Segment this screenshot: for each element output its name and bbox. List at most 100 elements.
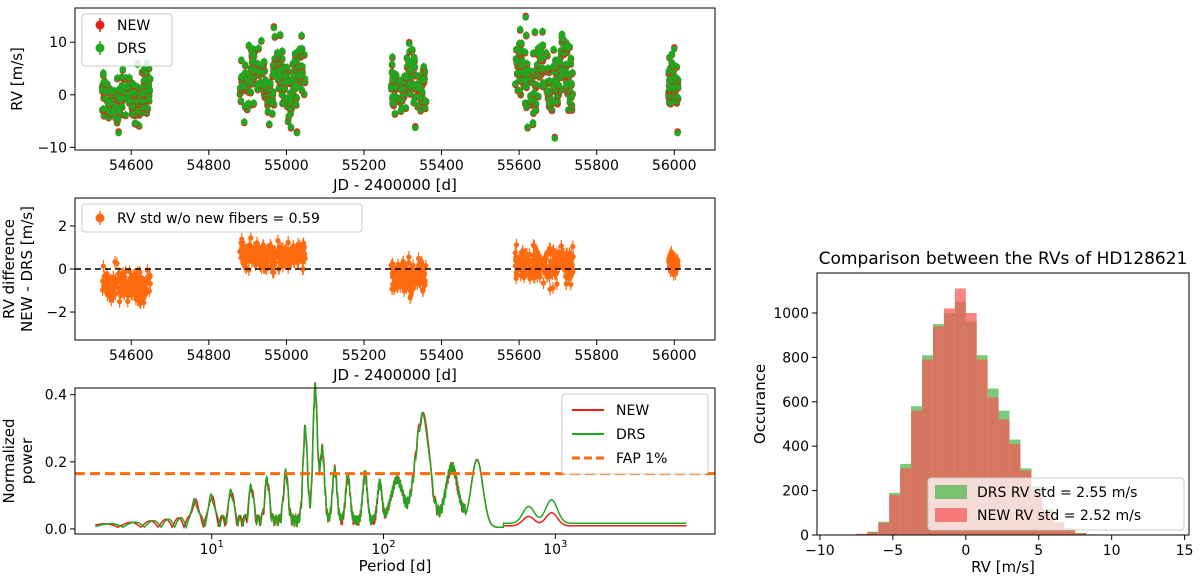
- rv-difference-point: [299, 255, 305, 261]
- drs-rv-point: [667, 99, 674, 107]
- y-tick-label: 0.2: [45, 455, 67, 471]
- drs-rv-point: [115, 129, 122, 137]
- new-histogram-bar: [867, 532, 879, 535]
- drs-rv-point: [513, 58, 520, 66]
- drs-rv-point: [258, 61, 265, 69]
- rv-difference-point: [533, 252, 539, 258]
- y-tick-label: 200: [782, 484, 809, 500]
- new-histogram-bar: [911, 410, 922, 535]
- drs-rv-point: [106, 100, 114, 107]
- x-tick-label: 56000: [652, 158, 697, 174]
- new-histogram-bar: [965, 313, 977, 535]
- rv-difference-point: [125, 298, 131, 304]
- rv-difference-point: [120, 281, 126, 288]
- y-tick-label: 2: [58, 219, 67, 235]
- drs-rv-point: [539, 82, 547, 89]
- rv-difference-point: [540, 280, 547, 286]
- rv-difference-point: [404, 275, 410, 281]
- drs-rv-point: [524, 123, 531, 131]
- rv-difference-point: [406, 254, 412, 260]
- x-tick-label: 0: [961, 543, 970, 559]
- drs-rv-point: [527, 97, 534, 104]
- drs-rv-point: [293, 101, 300, 108]
- drs-rv-point: [544, 64, 551, 72]
- rv-difference-point: [403, 285, 410, 291]
- drs-rv-point: [669, 77, 676, 84]
- drs-rv-point: [293, 129, 301, 137]
- drs-rv-point: [514, 86, 522, 94]
- rv-difference-point: [134, 281, 140, 287]
- drs-rv-point: [529, 120, 537, 128]
- drs-rv-point: [146, 75, 154, 82]
- drs-rv-point: [530, 89, 538, 97]
- rv-difference-point: [145, 274, 151, 280]
- rv-time-series-y-label: RV [m/s]: [8, 47, 26, 111]
- drs-rv-point: [418, 88, 426, 95]
- periodogram-drs-line: [95, 382, 687, 530]
- drs-rv-point: [241, 102, 249, 110]
- drs-rv-point: [416, 94, 424, 101]
- rv-difference-point: [110, 279, 116, 285]
- drs-rv-point: [258, 37, 265, 44]
- drs-rv-point: [119, 66, 127, 73]
- x-tick-exponent: 2: [389, 539, 395, 550]
- rv-difference-point: [520, 263, 526, 269]
- x-tick-label: 5: [1034, 543, 1043, 559]
- drs-rv-point: [107, 88, 115, 95]
- rv-difference-x-ticks: 54600 54800 55000 55200 55400 55600 55800 56000: [109, 340, 697, 364]
- periodogram-x-label: Period [d]: [359, 557, 432, 575]
- rv-difference-point: [532, 274, 538, 280]
- rv-difference-point: [550, 285, 556, 291]
- rv-difference-point: [248, 247, 255, 253]
- rv-difference-point: [101, 276, 107, 282]
- drs-rv-point: [237, 74, 245, 81]
- legend-drs-label: DRS: [117, 41, 147, 57]
- rv-difference-point: [420, 288, 426, 294]
- rv-difference-point: [513, 242, 520, 248]
- drs-rv-point: [146, 86, 154, 94]
- periodogram-y-label-line1: Normalized: [0, 418, 18, 503]
- drs-rv-point: [117, 96, 125, 103]
- rv-time-series-y-ticks: −10 0 10: [37, 35, 75, 156]
- drs-rv-point: [564, 60, 571, 68]
- drs-rv-point: [116, 108, 123, 115]
- y-tick-label: 0: [800, 528, 809, 544]
- drs-rv-point: [669, 62, 677, 69]
- drs-rv-point: [238, 56, 245, 64]
- x-tick-label: 101: [200, 539, 224, 558]
- rv-difference-point: [526, 251, 533, 257]
- rv-difference-point: [568, 281, 574, 287]
- x-tick-exponent: 3: [561, 539, 567, 550]
- drs-rv-point: [539, 27, 546, 35]
- legend-pg-drs-label: DRS: [616, 427, 646, 443]
- drs-rv-point: [100, 71, 107, 78]
- drs-rv-point: [516, 70, 524, 77]
- rv-difference-point: [558, 243, 565, 249]
- x-tick-label: 15: [1176, 543, 1194, 559]
- drs-rv-point: [270, 24, 278, 32]
- drs-rv-point: [559, 35, 567, 43]
- drs-rv-point: [389, 99, 396, 107]
- drs-rv-point: [407, 90, 414, 97]
- rv-difference-point: [542, 254, 548, 261]
- x-tick-label: 55000: [264, 158, 309, 174]
- drs-rv-point: [397, 107, 405, 114]
- rv-difference-point: [132, 272, 138, 278]
- rv-difference-point: [570, 254, 576, 260]
- legend-hist-new-swatch: [935, 508, 967, 522]
- drs-rv-point: [275, 51, 283, 58]
- rv-difference-point: [550, 260, 556, 266]
- x-tick-label: 55200: [342, 158, 387, 174]
- periodogram-panel: 101 102 103 0.0 0.2 0.4 Period [d] Normalize…: [0, 382, 716, 575]
- legend-std-label: RV std w/o new fibers = 0.59: [117, 211, 320, 227]
- legend-std-marker: [95, 213, 105, 223]
- drs-rv-point: [131, 81, 138, 89]
- drs-rv-point: [289, 89, 297, 96]
- rv-difference-point: [119, 271, 125, 277]
- y-tick-label: 0: [58, 262, 67, 278]
- drs-rv-point: [271, 33, 279, 40]
- y-tick-label: −10: [37, 140, 67, 156]
- rv-difference-point: [546, 274, 553, 280]
- rv-difference-point: [416, 255, 422, 262]
- x-tick-label: 103: [543, 539, 567, 558]
